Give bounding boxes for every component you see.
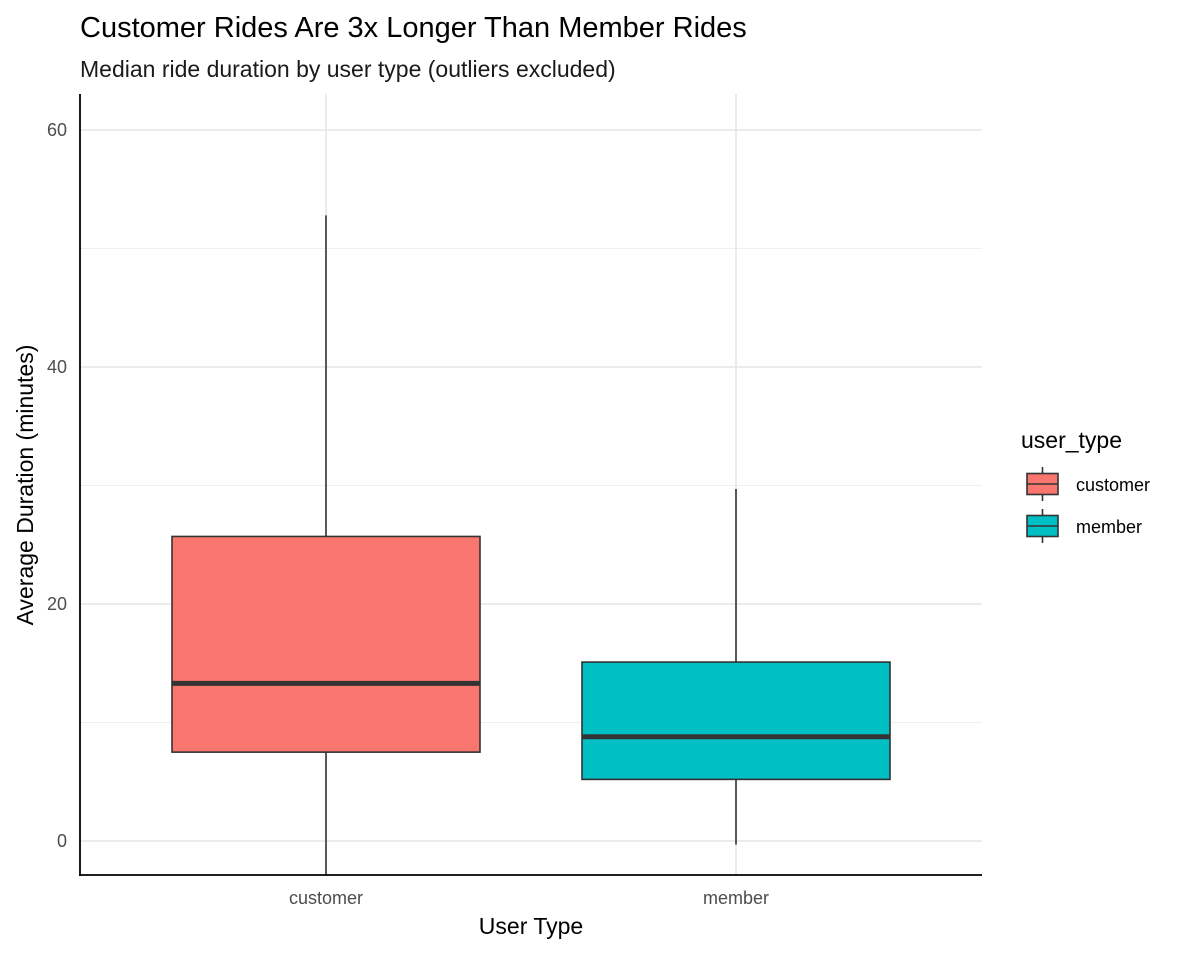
x-axis-title: User Type [479,913,583,939]
legend-item-member: member [1026,509,1142,543]
y-tick-label: 0 [57,831,67,851]
y-tick-label: 20 [47,594,67,614]
chart-title: Customer Rides Are 3x Longer Than Member… [80,12,747,44]
legend: user_type customer member [1021,427,1150,543]
x-tick-label: member [703,888,769,908]
legend-title: user_type [1021,427,1122,453]
legend-label: member [1076,517,1142,537]
box-layer [171,215,891,875]
y-tick-label: 40 [47,357,67,377]
chart-subtitle: Median ride duration by user type (outli… [80,56,616,82]
box-customer [171,215,481,875]
box-member [581,489,891,845]
legend-label: customer [1076,475,1150,495]
x-tick-label: customer [289,888,363,908]
y-tick-label: 60 [47,120,67,140]
axis-layer: 0 20 40 60 customer member [47,94,982,908]
y-axis-title: Average Duration (minutes) [12,345,38,626]
legend-item-customer: customer [1026,467,1150,501]
box-iqr [581,661,891,781]
box-iqr [171,535,481,753]
